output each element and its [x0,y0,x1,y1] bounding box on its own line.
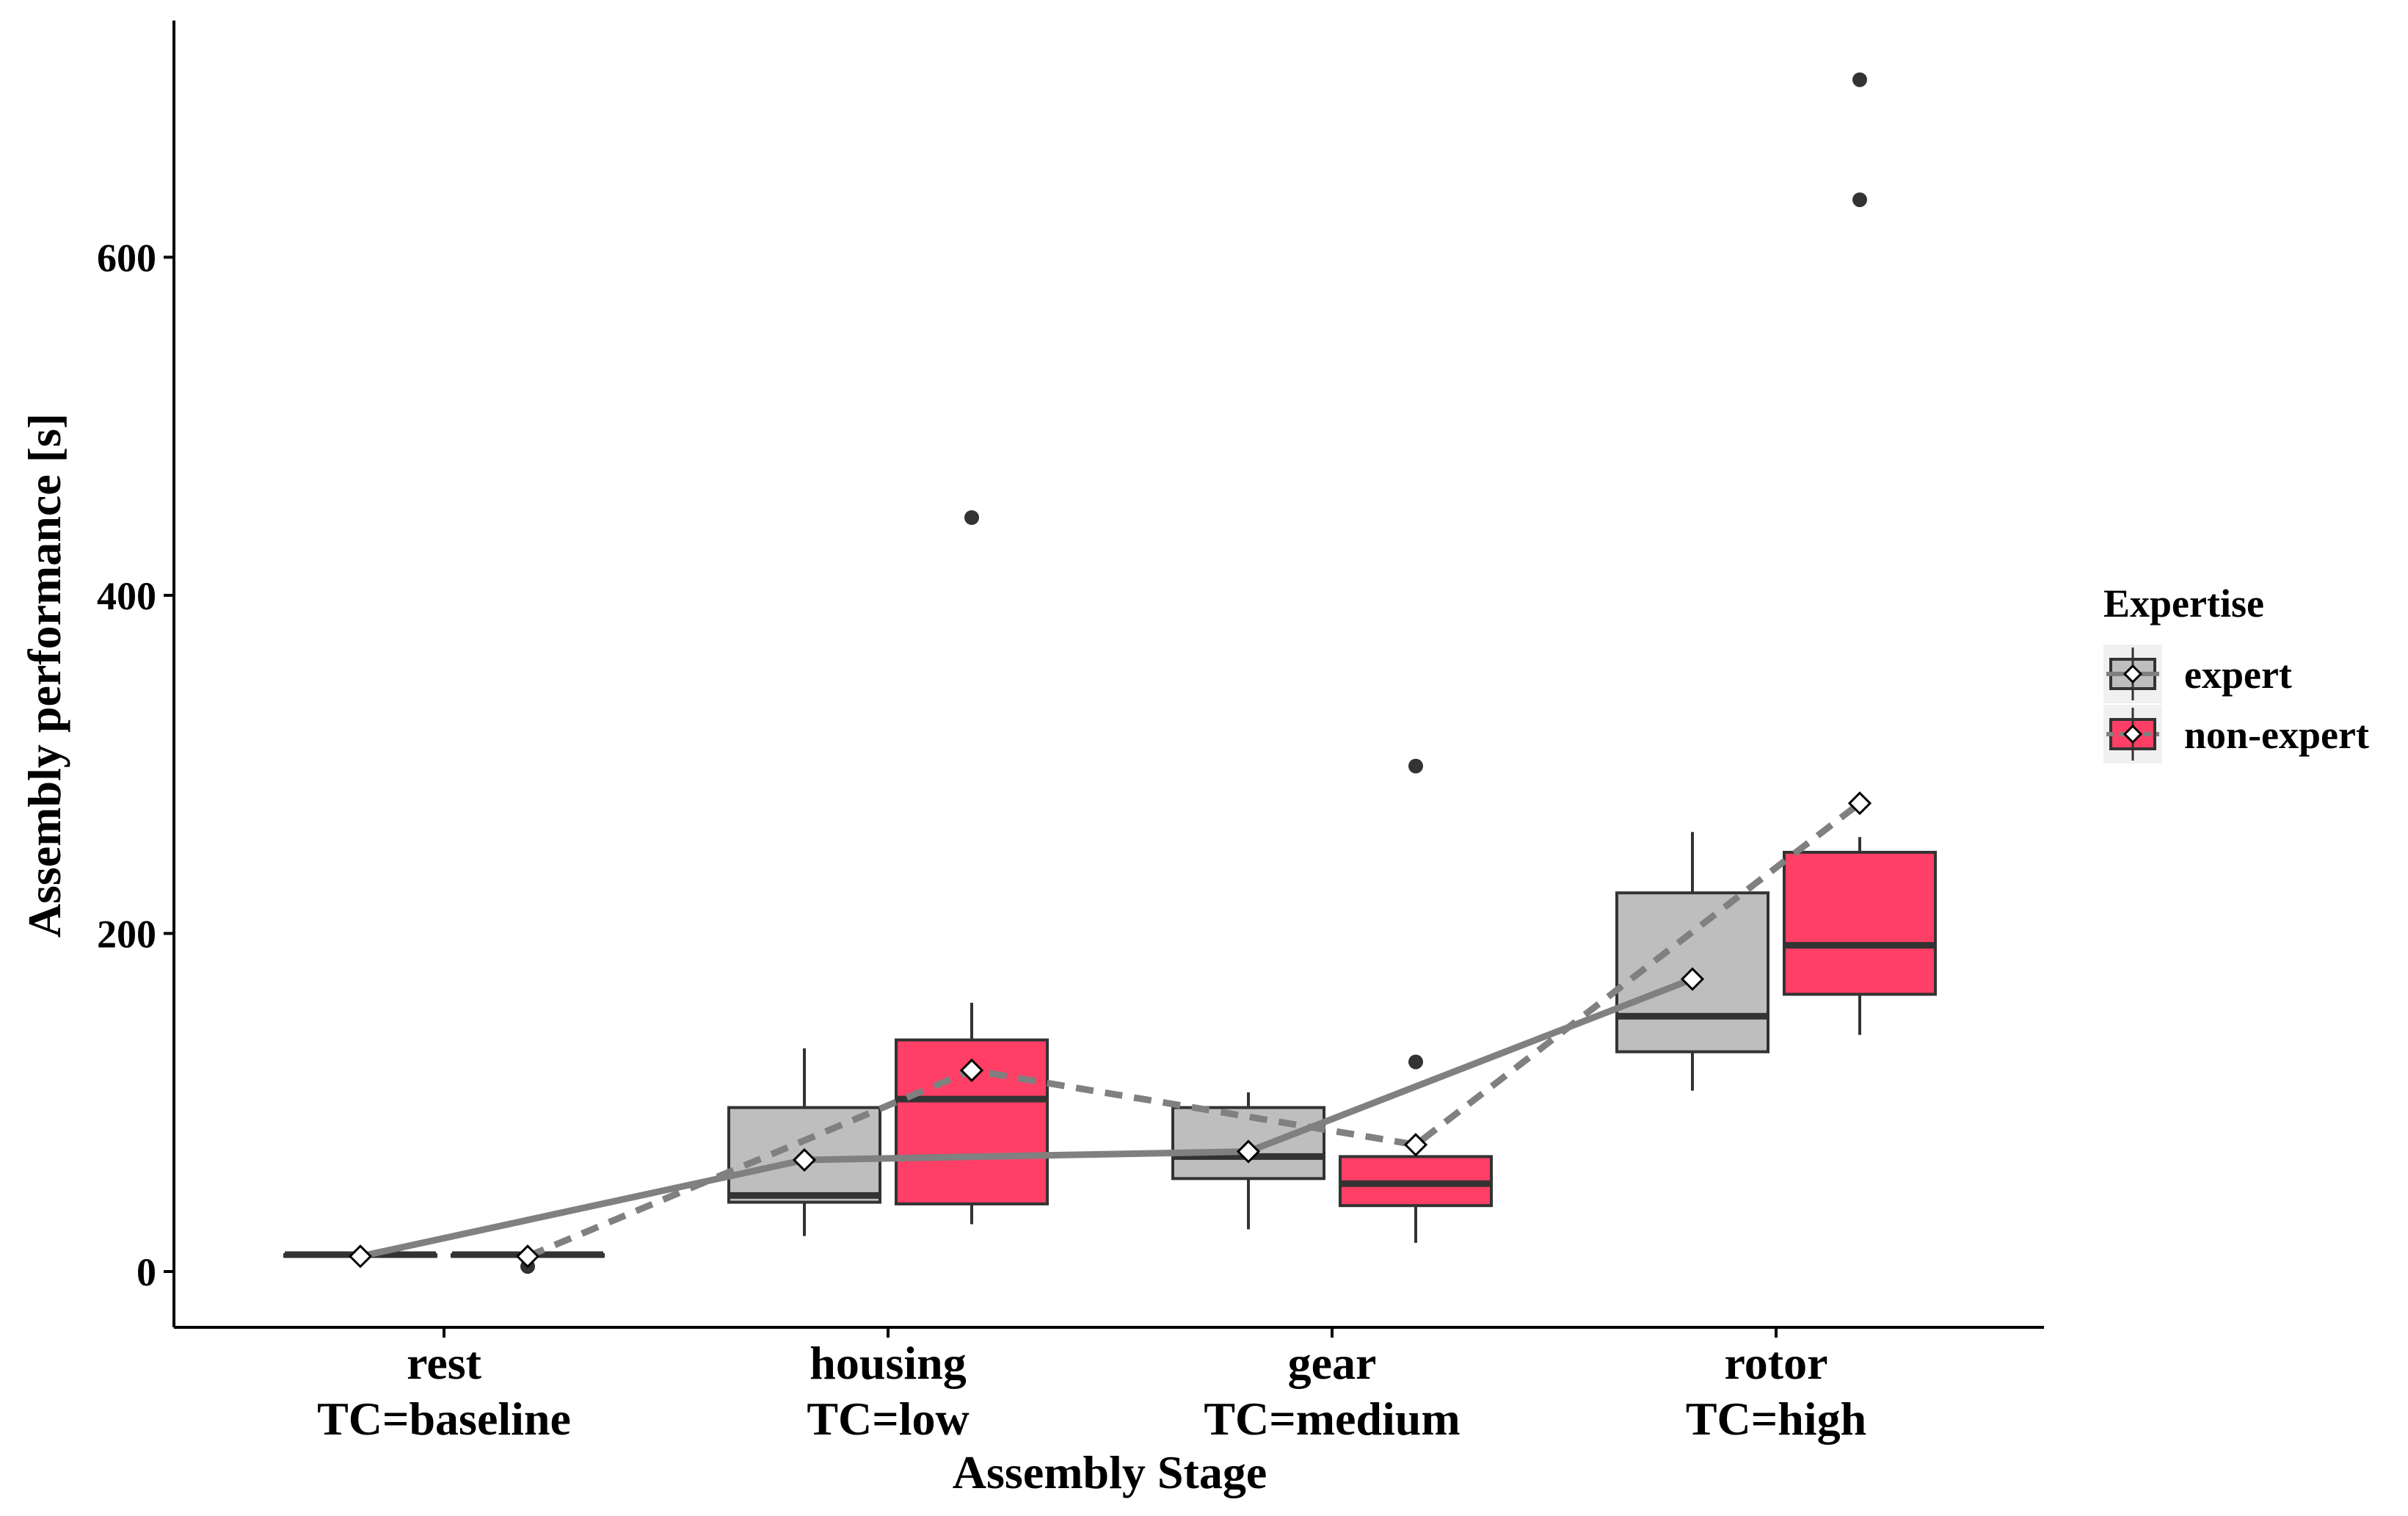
outlier-point [1408,1054,1423,1070]
x-tick-label: rotor [1725,1337,1828,1389]
outlier-point [1408,758,1423,774]
x-tick-label: TC=high [1686,1393,1866,1445]
mean-marker [1403,1133,1428,1157]
mean-marker [792,1147,817,1172]
legend-key-mean-marker [2123,664,2143,684]
mean-marker [1680,967,1705,991]
outlier-point [1852,72,1867,87]
y-tick-label: 0 [137,1250,156,1294]
legend-title: Expertise [2103,581,2264,625]
x-tick-label: housing [810,1337,966,1389]
legend-label-expert: expert [2184,653,2292,697]
y-tick-label: 200 [97,912,156,956]
x-tick-label: rest [407,1337,482,1389]
mean-line-non-expert [526,800,1862,1260]
y-tick-label: 600 [97,236,156,280]
x-tick-label: TC=medium [1204,1393,1460,1445]
legend-label-non-expert: non-expert [2184,713,2369,757]
x-axis-title: Assembly Stage [953,1446,1267,1498]
mean-marker [515,1244,540,1269]
outlier-point [964,509,979,525]
legend-key-mean-marker [2123,724,2143,744]
outlier-point [1852,192,1867,208]
x-tick-label: TC=baseline [317,1393,571,1445]
x-tick-label: TC=low [807,1393,969,1445]
box-iqr [1783,850,1937,996]
mean-marker [348,1244,373,1269]
x-tick-label: gear [1288,1337,1377,1389]
legend: Expertise expert non-expert [2103,581,2369,764]
mean-marker [1236,1139,1261,1164]
mean-line-expert [360,976,1694,1260]
chart-marks [283,72,1937,1274]
box-iqr [895,1038,1049,1205]
mean-marker [1847,791,1872,816]
mean-marker [959,1058,984,1083]
y-tick-label: 400 [97,574,156,618]
y-axis-title: Assembly performance [s] [18,413,70,938]
